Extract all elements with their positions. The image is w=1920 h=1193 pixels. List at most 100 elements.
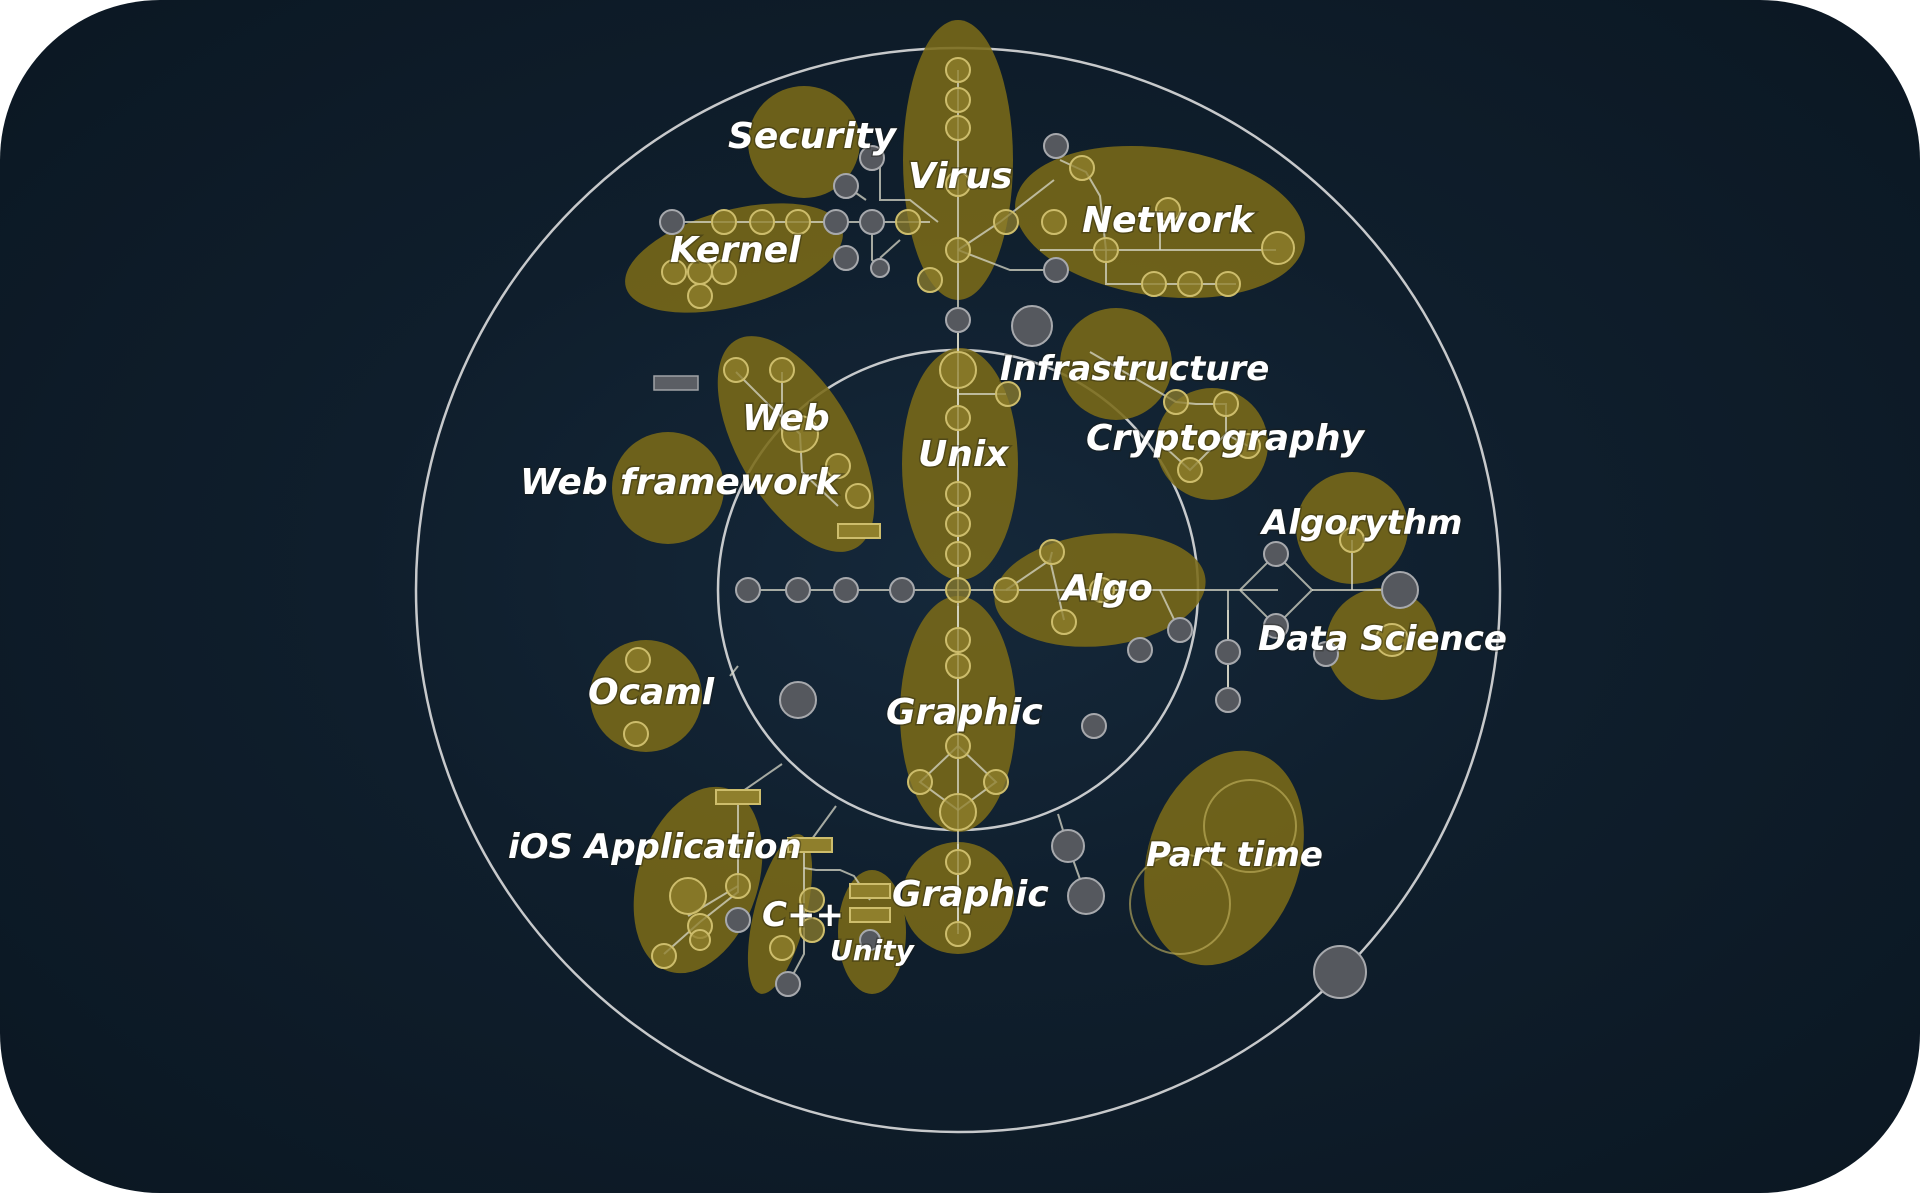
node (1155, 197, 1181, 223)
node (1051, 829, 1085, 863)
node (661, 259, 687, 285)
node (945, 171, 971, 197)
node (870, 258, 890, 278)
cluster-cpp (747, 834, 813, 994)
node (1081, 713, 1107, 739)
node (785, 577, 811, 603)
label-ios-application: iOS Application (508, 827, 802, 867)
node (939, 351, 977, 389)
node (669, 877, 707, 915)
node (939, 793, 977, 831)
node (1011, 305, 1053, 347)
node (859, 209, 885, 235)
node (1213, 391, 1239, 417)
label-unix: Unix (918, 434, 1010, 475)
rect-node (787, 837, 833, 853)
node (689, 929, 711, 951)
node (1339, 527, 1365, 553)
label-kernel: Kernel (670, 230, 801, 271)
node (945, 577, 971, 603)
node (775, 971, 801, 997)
cluster-web-framework (612, 432, 724, 544)
rect-node (715, 789, 761, 805)
node (1263, 541, 1289, 567)
rect-node (837, 523, 881, 539)
cluster-ocaml (590, 640, 702, 752)
node (799, 917, 825, 943)
label-cryptography: Cryptography (1086, 418, 1366, 459)
node (687, 283, 713, 309)
node (995, 381, 1021, 407)
label-infrastructure: Infrastructure (1000, 349, 1269, 389)
node (1215, 271, 1241, 297)
node (1039, 539, 1065, 565)
edge (879, 158, 939, 223)
node (1177, 271, 1203, 297)
node (711, 209, 737, 235)
node (1051, 609, 1077, 635)
cluster-infrastructure (1060, 308, 1172, 420)
node (945, 87, 971, 113)
node (1043, 133, 1069, 159)
node (723, 357, 749, 383)
node (983, 769, 1009, 795)
node (1375, 623, 1409, 657)
cluster-security (748, 86, 860, 198)
node (889, 577, 915, 603)
node (823, 209, 849, 235)
node (725, 873, 751, 899)
node (1127, 637, 1153, 663)
gold-nodes (623, 57, 1409, 969)
node (945, 849, 971, 875)
edge (957, 249, 1058, 271)
node (1177, 457, 1203, 483)
node (945, 405, 971, 431)
rect-node (849, 907, 891, 923)
rect-node (653, 375, 699, 391)
node (725, 907, 751, 933)
label-graphic-outer: Graphic (892, 874, 1049, 915)
node (749, 209, 775, 235)
node (945, 653, 971, 679)
label-network: Network (1082, 200, 1255, 241)
node (1313, 945, 1367, 999)
node (1043, 257, 1069, 283)
node (945, 57, 971, 83)
rect-node (849, 883, 891, 899)
label-unity: Unity (830, 934, 916, 967)
node (1067, 877, 1105, 915)
label-virus: Virus (908, 156, 1012, 197)
node (1215, 639, 1241, 665)
node (907, 769, 933, 795)
label-algo: Algo (1059, 568, 1153, 609)
edge (879, 239, 901, 259)
label-web: Web (742, 398, 830, 439)
node (845, 483, 871, 509)
node (799, 887, 825, 913)
node (859, 929, 881, 951)
edge (663, 798, 739, 955)
node (945, 481, 971, 507)
node (781, 415, 819, 453)
node (1069, 155, 1095, 181)
node (735, 577, 761, 603)
cluster-part-time (1144, 750, 1304, 966)
node (625, 647, 651, 673)
part-time-inner-a (1203, 779, 1297, 873)
node (659, 209, 685, 235)
node (785, 209, 811, 235)
node (711, 259, 737, 285)
node (769, 357, 795, 383)
node (945, 115, 971, 141)
node (1215, 687, 1241, 713)
node (1167, 617, 1193, 643)
node (1163, 389, 1189, 415)
grey-nodes (653, 133, 1419, 999)
node (993, 209, 1019, 235)
label-security: Security (728, 116, 898, 157)
node (1235, 433, 1261, 459)
node (895, 209, 921, 235)
label-cpp: C++ (762, 895, 844, 935)
node (859, 145, 885, 171)
